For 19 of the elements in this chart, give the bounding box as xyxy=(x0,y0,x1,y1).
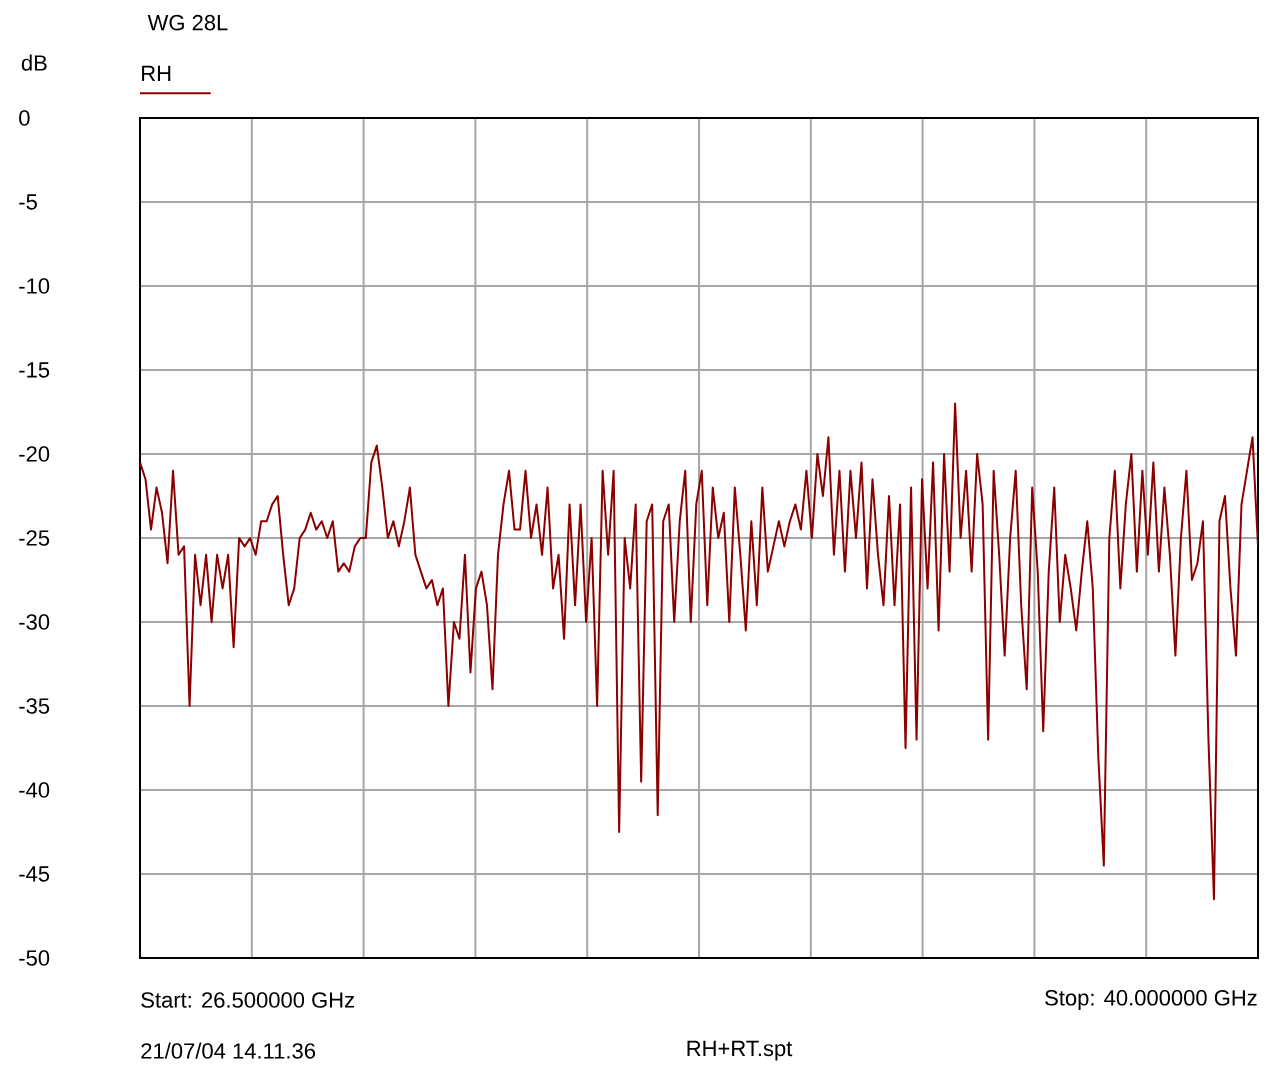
text: RH+RT.spt xyxy=(687,1040,793,1061)
y-tick-label: -5 xyxy=(19,194,37,210)
line-series xyxy=(140,402,1259,901)
text: RH xyxy=(142,65,171,81)
text: Stop: 40.000000 GHz xyxy=(1045,990,1257,1010)
y-tick-label: -35 xyxy=(19,698,50,714)
y-tick-label: -20 xyxy=(19,446,50,462)
y-tick-label: -40 xyxy=(19,782,50,798)
y-axis-title: dB xyxy=(21,54,47,71)
y-tick-label: -10 xyxy=(19,278,50,294)
y-tick-label: -15 xyxy=(19,362,50,378)
y-tick-label: -25 xyxy=(19,530,50,546)
text: 21/07/04 14.11.36 xyxy=(141,1042,316,1059)
chart-title: WG 28L xyxy=(147,14,228,31)
y-tick-label: -50 xyxy=(19,950,50,966)
y-tick-label: 0 xyxy=(19,110,30,126)
y-tick-label: -30 xyxy=(19,614,50,630)
text: Start: 26.500000 GHz xyxy=(141,992,354,1008)
y-tick-label: -45 xyxy=(19,866,50,882)
